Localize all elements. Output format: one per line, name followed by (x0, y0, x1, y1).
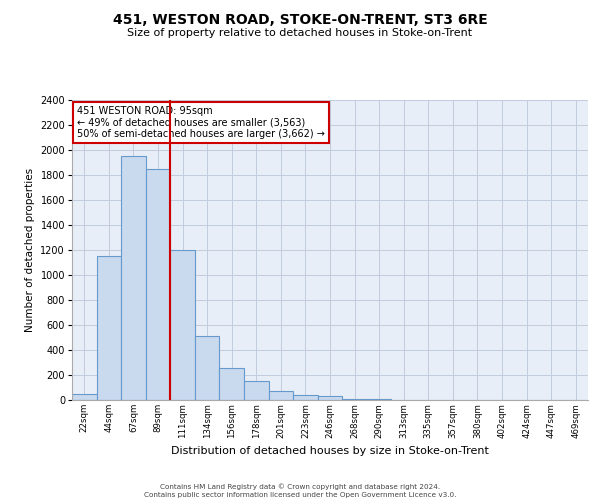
X-axis label: Distribution of detached houses by size in Stoke-on-Trent: Distribution of detached houses by size … (171, 446, 489, 456)
Bar (367, 399, 391, 400)
Bar (146, 169, 170, 400)
Text: Contains HM Land Registry data © Crown copyright and database right 2024.
Contai: Contains HM Land Registry data © Crown c… (144, 484, 456, 498)
Bar (269, 391, 293, 400)
Text: 451, WESTON ROAD, STOKE-ON-TRENT, ST3 6RE: 451, WESTON ROAD, STOKE-ON-TRENT, ST3 6R… (113, 12, 487, 26)
Bar (342, 399, 367, 400)
Bar (195, 336, 220, 400)
Bar (170, 250, 195, 400)
Bar (97, 256, 121, 400)
Y-axis label: Number of detached properties: Number of detached properties (25, 168, 35, 332)
Bar (318, 396, 342, 400)
Bar (293, 395, 318, 400)
Bar (220, 368, 244, 400)
Bar (121, 156, 146, 400)
Text: 451 WESTON ROAD: 95sqm
← 49% of detached houses are smaller (3,563)
50% of semi-: 451 WESTON ROAD: 95sqm ← 49% of detached… (77, 106, 325, 139)
Bar (72, 394, 97, 400)
Text: Size of property relative to detached houses in Stoke-on-Trent: Size of property relative to detached ho… (127, 28, 473, 38)
Bar (244, 381, 269, 400)
